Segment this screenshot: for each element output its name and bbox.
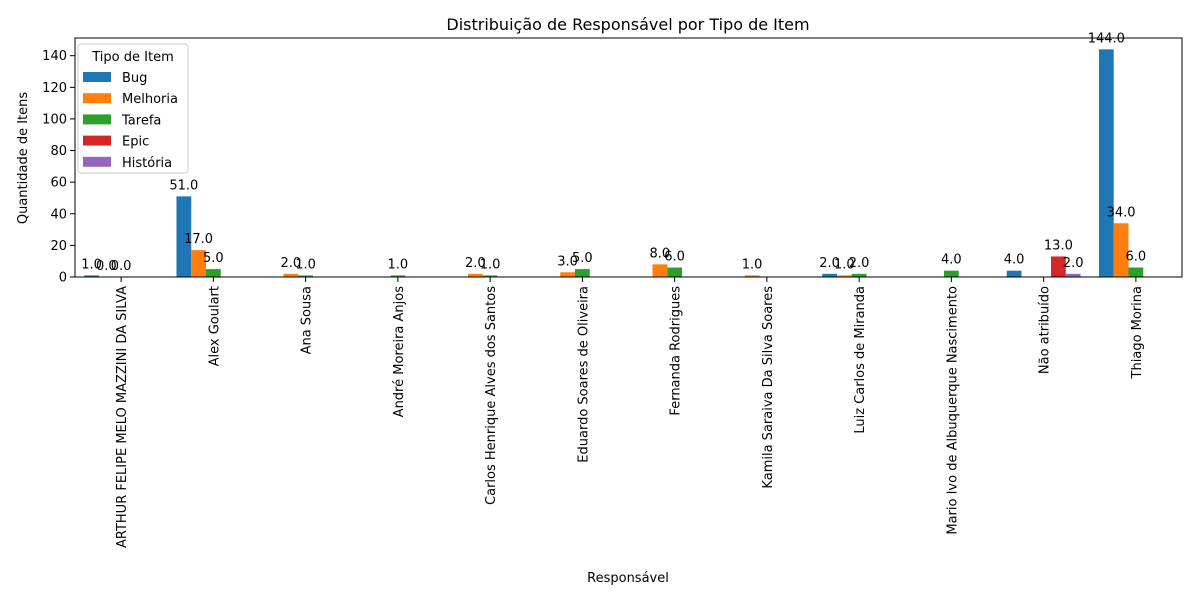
legend-swatch-melhoria bbox=[83, 93, 111, 104]
legend-label-bug: Bug bbox=[122, 71, 147, 86]
bar-melhoria bbox=[1113, 223, 1129, 277]
data-label: 34.0 bbox=[1107, 205, 1136, 220]
legend-swatch-tarefa bbox=[83, 114, 111, 125]
data-label: 5.0 bbox=[203, 251, 224, 266]
bar-melhoria bbox=[191, 250, 206, 277]
y-axis-label: Quantidade de Itens bbox=[16, 92, 31, 225]
legend-swatch-epic bbox=[83, 135, 111, 146]
x-tick-label: Eduardo Soares de Oliveira bbox=[576, 286, 591, 463]
y-tick-label: 60 bbox=[50, 176, 67, 191]
bar-melhoria bbox=[744, 275, 760, 277]
y-tick-label: 80 bbox=[50, 144, 67, 159]
y-tick-label: 40 bbox=[50, 207, 67, 222]
bar-bug bbox=[176, 196, 192, 277]
x-tick-label: Não atribuído bbox=[1038, 286, 1053, 374]
data-label: 1.0 bbox=[388, 257, 409, 272]
bar-melhoria bbox=[283, 273, 299, 277]
data-label: 6.0 bbox=[664, 250, 685, 265]
data-label: 17.0 bbox=[184, 232, 213, 247]
data-label: 51.0 bbox=[169, 178, 198, 193]
data-label: 4.0 bbox=[941, 253, 962, 268]
y-tick-label: 120 bbox=[42, 81, 67, 96]
legend-label-epic: Epic bbox=[122, 135, 149, 150]
x-tick-label: Carlos Henrique Alves dos Santos bbox=[484, 286, 499, 505]
bar-tarefa bbox=[851, 273, 867, 277]
bar-história bbox=[1065, 273, 1081, 277]
y-tick-label: 140 bbox=[42, 49, 67, 64]
data-label: 1.0 bbox=[480, 257, 501, 272]
data-label: 1.0 bbox=[742, 257, 763, 272]
y-tick-label: 0 bbox=[59, 271, 67, 286]
y-tick-label: 100 bbox=[42, 112, 67, 127]
data-label: 2.0 bbox=[849, 256, 870, 271]
x-tick-label: Alex Goulart bbox=[207, 286, 222, 366]
data-label: 2.0 bbox=[1063, 256, 1084, 271]
plot-frame bbox=[74, 37, 1183, 278]
legend-swatch-história bbox=[83, 156, 111, 167]
bar-tarefa bbox=[298, 275, 314, 277]
x-tick-label: Kamila Saraiva Da Silva Soares bbox=[761, 286, 776, 489]
x-tick-label: Thiago Morina bbox=[1130, 286, 1145, 379]
data-label: 4.0 bbox=[1004, 253, 1025, 268]
data-label: 1.0 bbox=[834, 257, 855, 272]
data-label: 3.0 bbox=[557, 254, 578, 269]
bar-bug bbox=[84, 275, 99, 277]
bar-bug bbox=[1006, 270, 1022, 277]
data-label: 2.0 bbox=[819, 256, 840, 271]
legend-label-tarefa: Tarefa bbox=[121, 113, 161, 128]
bar-epic bbox=[1051, 256, 1066, 277]
bar-melhoria bbox=[560, 272, 575, 277]
bar-melhoria bbox=[467, 273, 483, 277]
bar-bug bbox=[822, 273, 837, 277]
chart-title: Distribuição de Responsável por Tipo de … bbox=[446, 15, 809, 34]
legend: Tipo de Item Bug Melhoria Tarefa Epic Históri… bbox=[77, 43, 189, 174]
data-label: 0.0 bbox=[111, 259, 132, 274]
data-label: 5.0 bbox=[572, 251, 593, 266]
data-label: 1.0 bbox=[81, 257, 102, 272]
x-tick-label: Fernanda Rodrigues bbox=[669, 286, 684, 416]
data-label: 8.0 bbox=[650, 246, 671, 261]
x-tick-label: Mario Ivo de Albuquerque Nascimento bbox=[945, 286, 960, 535]
data-label: 1.0 bbox=[295, 257, 316, 272]
bar-tarefa bbox=[482, 275, 498, 277]
bar-tarefa bbox=[667, 267, 683, 277]
bar-tarefa bbox=[943, 270, 959, 277]
x-axis-label: Responsável bbox=[587, 571, 669, 586]
bar-tarefa bbox=[574, 269, 590, 277]
legend-label-melhoria: Melhoria bbox=[122, 92, 178, 107]
data-label: 13.0 bbox=[1044, 238, 1073, 253]
bar-tarefa bbox=[1128, 267, 1144, 277]
bar-bug bbox=[1098, 49, 1114, 277]
data-label: 0.0 bbox=[96, 259, 117, 274]
data-label: 2.0 bbox=[465, 256, 486, 271]
y-tick-label: 20 bbox=[50, 239, 67, 254]
bar-tarefa bbox=[390, 275, 406, 277]
bar-melhoria bbox=[836, 275, 852, 277]
legend-title: Tipo de Item bbox=[91, 50, 173, 65]
x-tick-label: Ana Sousa bbox=[300, 286, 315, 354]
legend-label-história: História bbox=[122, 156, 172, 171]
bar-tarefa bbox=[205, 269, 221, 277]
x-tick-label: ARTHUR FELIPE MELO MAZZINI DA SILVA bbox=[115, 286, 130, 548]
data-label: 144.0 bbox=[1088, 31, 1125, 46]
data-label: 2.0 bbox=[281, 256, 302, 271]
x-tick-label: André Moreira Anjos bbox=[392, 286, 407, 418]
x-tick-label: Luiz Carlos de Miranda bbox=[853, 286, 868, 434]
bar-melhoria bbox=[652, 264, 668, 277]
data-label: 6.0 bbox=[1126, 250, 1147, 265]
legend-swatch-bug bbox=[83, 72, 111, 82]
